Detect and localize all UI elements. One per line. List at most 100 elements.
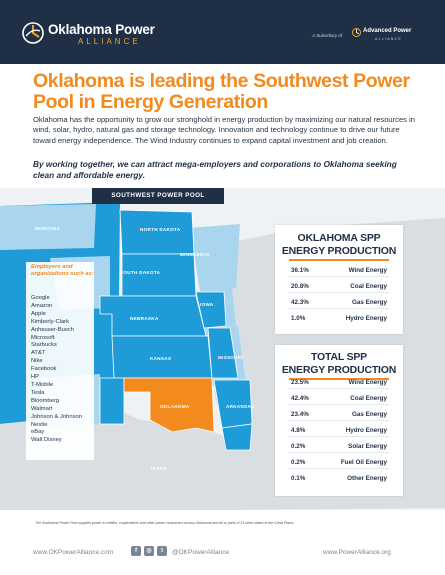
- state-label-north-dakota: NORTH DAKOTA: [140, 227, 181, 232]
- state-south-dakota: [121, 253, 197, 297]
- energy-row: 42.3% Gas Energy: [275, 296, 403, 309]
- spp-light-minnesota: [190, 224, 240, 292]
- state-north-dakota: [119, 209, 195, 255]
- energy-row: 23.4% Gas Energy: [275, 408, 403, 421]
- energy-percent: 23.5%: [291, 379, 309, 386]
- twitter-icon[interactable]: t: [157, 546, 167, 556]
- energy-row: 1.0% Hydro Energy: [275, 312, 403, 325]
- power-alliance-logo-icon: [22, 22, 44, 44]
- state-missouri-spp: [207, 327, 239, 379]
- row-divider: [289, 388, 389, 389]
- list-item: Nike: [31, 358, 43, 365]
- list-item: Anheuser-Busch: [31, 326, 74, 333]
- employers-box: [26, 262, 94, 460]
- energy-row: 0.1% Other Energy: [275, 472, 403, 485]
- state-label-kansas: KANSAS: [150, 356, 172, 361]
- website-link-right[interactable]: www.PowerAlliance.org: [323, 549, 391, 556]
- list-item: Bloomberg: [31, 397, 60, 404]
- panel-divider: [289, 378, 389, 380]
- row-divider: [289, 468, 389, 469]
- energy-percent: 42.4%: [291, 395, 309, 402]
- state-louisiana-spp: [221, 423, 253, 451]
- energy-percent: 36.1%: [291, 267, 309, 274]
- list-item: HP: [31, 374, 40, 381]
- row-divider: [289, 276, 389, 277]
- advanced-power-logo-icon: [352, 28, 361, 37]
- energy-percent: 0.2%: [291, 459, 306, 466]
- row-divider: [289, 452, 389, 453]
- energy-type: Other Energy: [347, 475, 387, 482]
- state-label-oklahoma: OKLAHOMA: [160, 404, 190, 409]
- oklahoma-spp-title-line2: ENERGY PRODUCTION: [281, 245, 397, 257]
- list-item: Apple: [31, 310, 46, 317]
- energy-type: Gas Energy: [352, 411, 387, 418]
- oklahoma-spp-panel: OKLAHOMA SPP ENERGY PRODUCTION 36.1% Win…: [275, 225, 403, 334]
- energy-type: Wind Energy: [348, 267, 387, 274]
- energy-percent: 4.8%: [291, 427, 306, 434]
- list-item: Nestle: [31, 421, 48, 428]
- list-item: Facebook: [31, 366, 57, 373]
- row-divider: [289, 436, 389, 437]
- energy-percent: 0.2%: [291, 443, 306, 450]
- instagram-icon[interactable]: ◎: [144, 546, 154, 556]
- energy-percent: 20.8%: [291, 283, 309, 290]
- employers-list: Google Amazon Apple Kimberly-Clark Anheu…: [31, 295, 97, 445]
- energy-row: 0.2% Solar Energy: [275, 440, 403, 453]
- list-item: Walmart: [31, 405, 53, 412]
- list-item: Johnson & Johnson: [31, 413, 82, 420]
- total-spp-title-line2: ENERGY PRODUCTION: [281, 364, 397, 376]
- list-item: Amazon: [31, 302, 53, 309]
- map-title: SOUTHWEST POWER POOL: [92, 188, 224, 204]
- brand-name: Oklahoma Power: [48, 22, 155, 37]
- energy-type: Hydro Energy: [345, 427, 387, 434]
- state-label-texas: TEXAS: [150, 466, 167, 471]
- parent-brand-name: Advanced Power: [363, 28, 412, 34]
- brand-subtitle: ALLIANCE: [78, 37, 141, 46]
- panel-divider: [289, 259, 389, 261]
- list-item: Google: [31, 295, 50, 301]
- total-spp-title-line1: TOTAL SPP: [311, 351, 367, 363]
- energy-row: 20.8% Coal Energy: [275, 280, 403, 293]
- row-divider: [289, 292, 389, 293]
- state-iowa-spp: [195, 291, 227, 329]
- energy-row: 42.4% Coal Energy: [275, 392, 403, 405]
- energy-percent: 1.0%: [291, 315, 306, 322]
- row-divider: [289, 420, 389, 421]
- facebook-icon[interactable]: f: [131, 546, 141, 556]
- energy-type: Gas Energy: [352, 299, 387, 306]
- list-item: Walt Disney: [31, 437, 62, 444]
- state-label-missouri: MISSOURI: [218, 355, 244, 360]
- energy-type: Solar Energy: [348, 443, 387, 450]
- footnote: The Southwest Power Pool supplies power …: [35, 521, 295, 525]
- energy-type: Wind Energy: [348, 379, 387, 386]
- energy-type: Coal Energy: [350, 283, 387, 290]
- subsidiary-label: A Subsidiary of: [312, 33, 343, 38]
- employers-title: Employers and organizations such as:: [31, 264, 94, 278]
- state-label-iowa: IOWA: [200, 302, 214, 307]
- list-item: Tesla: [31, 389, 45, 396]
- parent-brand-subtitle: ALLIANCE: [375, 37, 402, 41]
- list-item: eBay: [31, 429, 45, 436]
- page-headline: Oklahoma is leading the Southwest Power …: [33, 70, 410, 113]
- state-label-arkansas: ARKANSAS: [226, 404, 255, 409]
- spp-light-montana: [0, 204, 96, 250]
- energy-type: Coal Energy: [350, 395, 387, 402]
- list-item: AT&T: [31, 350, 46, 357]
- energy-percent: 23.4%: [291, 411, 309, 418]
- state-label-montana: MONTANA: [35, 226, 61, 231]
- state-label-nebraska: NEBRASKA: [130, 316, 159, 321]
- state-label-minnesota: MINNESOTA: [180, 252, 210, 257]
- state-label-south-dakota: SOUTH DAKOTA: [120, 270, 161, 275]
- callout-text: By working together, we can attract mega…: [33, 159, 397, 180]
- website-link-left[interactable]: www.OKPowerAlliance.com: [33, 549, 114, 556]
- social-handle[interactable]: @OKPowerAlliance: [172, 549, 230, 556]
- state-texas-panhandle: [99, 377, 125, 425]
- total-spp-panel: TOTAL SPP ENERGY PRODUCTION 23.5% Wind E…: [275, 345, 403, 496]
- energy-row: 0.2% Fuel Oil Energy: [275, 456, 403, 469]
- energy-row: 23.5% Wind Energy: [275, 376, 403, 389]
- energy-type: Hydro Energy: [345, 315, 387, 322]
- list-item: Starbucks: [31, 342, 57, 349]
- energy-percent: 42.3%: [291, 299, 309, 306]
- page-header: Oklahoma Power ALLIANCE A Subsidiary of …: [0, 0, 445, 64]
- row-divider: [289, 308, 389, 309]
